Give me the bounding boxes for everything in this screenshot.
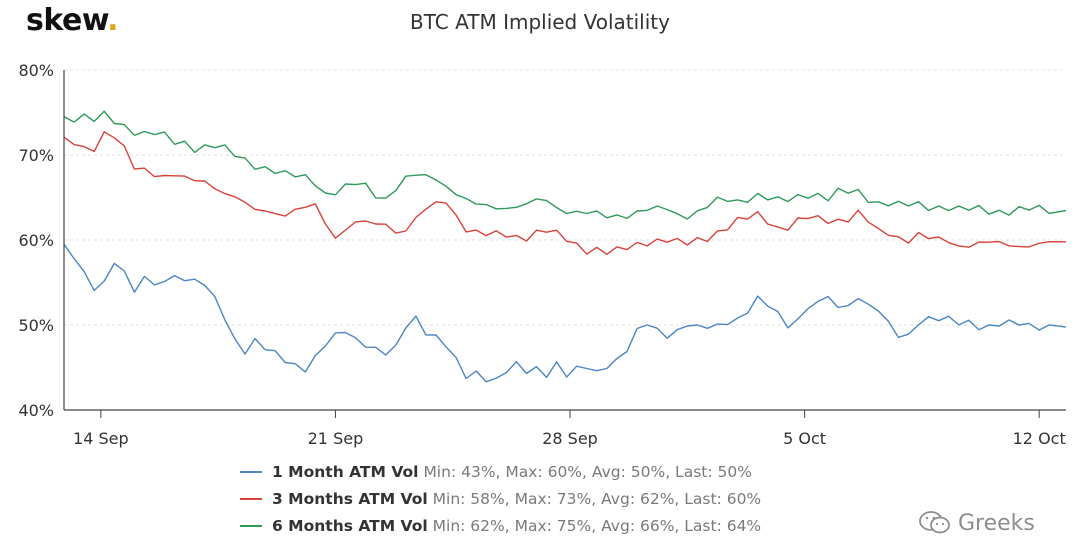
series-line-6m (63, 110, 1067, 220)
legend-swatch-6m (240, 524, 262, 527)
x-tick-label: 12 Oct (1013, 429, 1066, 448)
watermark-text: Greeks (958, 510, 1035, 536)
legend-name-1m: 1 Month ATM Vol (272, 462, 419, 481)
y-tick-label: 40% (18, 401, 54, 420)
legend: 1 Month ATM Vol Min: 43%, Max: 60%, Avg:… (240, 458, 761, 539)
x-tick-label: 21 Sep (308, 429, 364, 448)
legend-name-3m: 3 Months ATM Vol (272, 489, 428, 508)
series-line-3m (63, 131, 1067, 256)
series-line-1m (63, 243, 1067, 383)
legend-swatch-3m (240, 497, 262, 500)
legend-stats-6m: Min: 62%, Max: 75%, Avg: 66%, Last: 64% (432, 516, 762, 535)
legend-stats-3m: Min: 58%, Max: 73%, Avg: 62%, Last: 60% (432, 489, 762, 508)
legend-name-6m: 6 Months ATM Vol (272, 516, 428, 535)
x-tick-label: 14 Sep (73, 429, 129, 448)
legend-swatch-1m (240, 470, 262, 473)
skew-logo: skew. (26, 3, 119, 38)
x-tick-label: 5 Oct (783, 429, 826, 448)
legend-item-1m[interactable]: 1 Month ATM Vol Min: 43%, Max: 60%, Avg:… (240, 458, 761, 485)
chart-title: BTC ATM Implied Volatility (410, 10, 670, 34)
x-tick-label: 28 Sep (542, 429, 598, 448)
y-tick-label: 60% (18, 231, 54, 250)
grid-lines (64, 69, 1066, 326)
series-lines (63, 110, 1067, 383)
axes: 40% 50% 60% 70% 80% 14 Sep 21 Sep 28 Sep 5 Oct 12… (18, 61, 1066, 448)
wechat-icon (919, 511, 950, 534)
legend-item-6m[interactable]: 6 Months ATM Vol Min: 62%, Max: 75%, Avg… (240, 512, 761, 539)
legend-item-3m[interactable]: 3 Months ATM Vol Min: 58%, Max: 73%, Avg… (240, 485, 761, 512)
logo-dot: . (107, 3, 119, 38)
logo-text: skew (26, 3, 108, 38)
y-tick-label: 50% (18, 316, 54, 335)
watermark: Greeks (918, 510, 1035, 536)
y-tick-label: 80% (18, 61, 54, 80)
legend-stats-1m: Min: 43%, Max: 60%, Avg: 50%, Last: 50% (423, 462, 752, 481)
y-tick-label: 70% (18, 146, 54, 165)
